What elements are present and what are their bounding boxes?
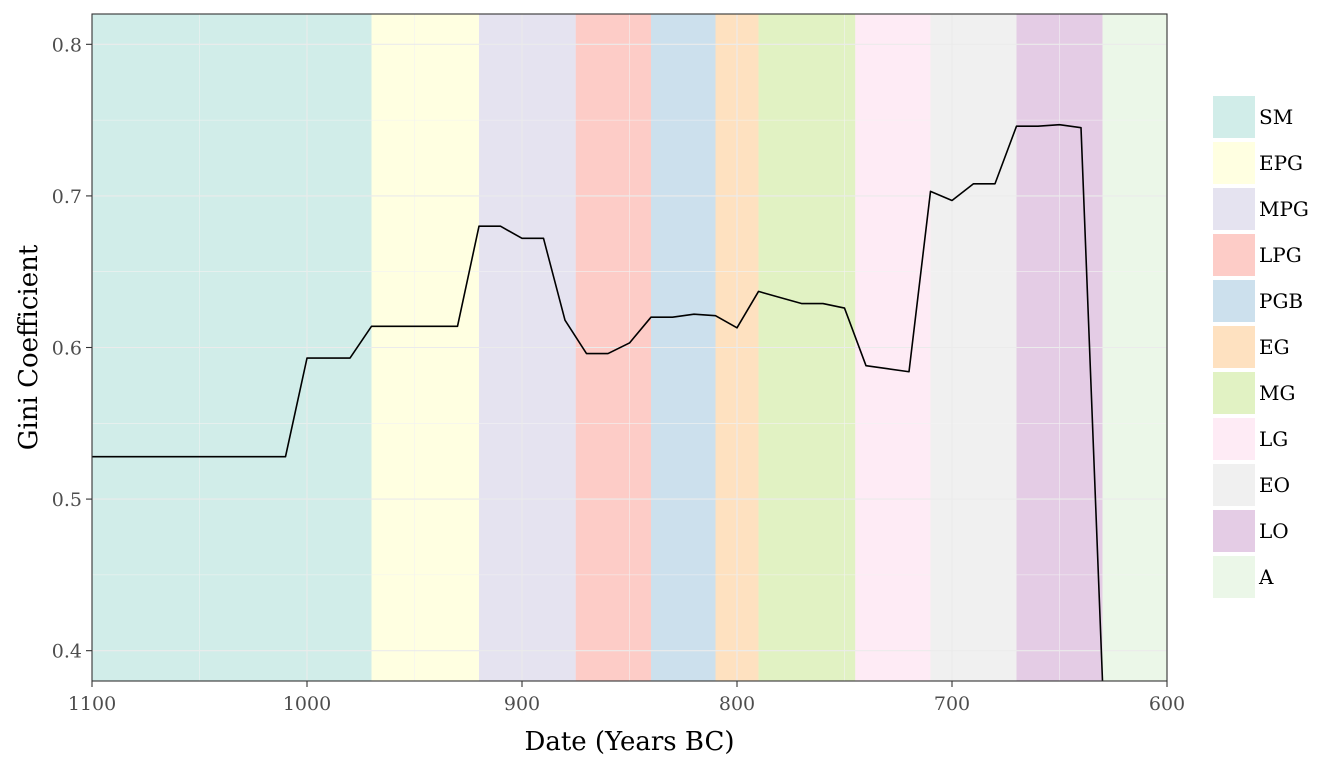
y-tick-label: 0.5 [52,489,82,511]
x-tick-label: 700 [934,693,970,715]
x-tick-label: 900 [504,693,540,715]
legend-key-lo [1213,510,1255,552]
legend-label-lpg: LPG [1259,243,1302,267]
legend-key-mg [1213,372,1255,414]
y-tick-label: 0.4 [52,641,82,663]
y-tick-label: 0.8 [52,34,82,56]
x-tick-label: 1100 [68,693,116,715]
legend-key-sm [1213,96,1255,138]
legend-key-lpg [1213,234,1255,276]
gridlines [91,14,1168,681]
x-tick-label: 800 [719,693,755,715]
legend-key-lg [1213,418,1255,460]
legend-label-eo: EO [1259,473,1290,497]
y-axis: 0.4 0.5 0.6 0.7 0.8 [52,34,92,663]
legend-key-pgb [1213,280,1255,322]
y-tick-label: 0.7 [52,186,82,208]
series-line-0 [92,123,1104,682]
legend-label-epg: EPG [1259,151,1303,175]
legend-label-sm: SM [1259,105,1293,129]
legend-label-lg: LG [1259,427,1288,451]
legend-label-a: A [1258,565,1274,589]
legend: SM EPG MPG LPG PGB EG MG LG EO LO A [1213,96,1309,598]
y-tick-label: 0.6 [52,338,82,360]
x-tick-label: 600 [1149,693,1185,715]
legend-label-lo: LO [1259,519,1289,543]
legend-label-eg: EG [1259,335,1290,359]
y-axis-title: Gini Coefficient [14,244,44,450]
legend-label-mpg: MPG [1259,197,1309,221]
legend-key-eg [1213,326,1255,368]
series-layer [92,123,1104,682]
legend-key-epg [1213,142,1255,184]
x-axis: 1100 1000 900 800 700 600 [68,681,1185,715]
legend-key-eo [1213,464,1255,506]
x-tick-label: 1000 [283,693,331,715]
legend-key-mpg [1213,188,1255,230]
x-axis-title: Date (Years BC) [524,727,734,757]
legend-label-pgb: PGB [1259,289,1303,313]
legend-key-a [1213,556,1255,598]
legend-label-mg: MG [1259,381,1295,405]
